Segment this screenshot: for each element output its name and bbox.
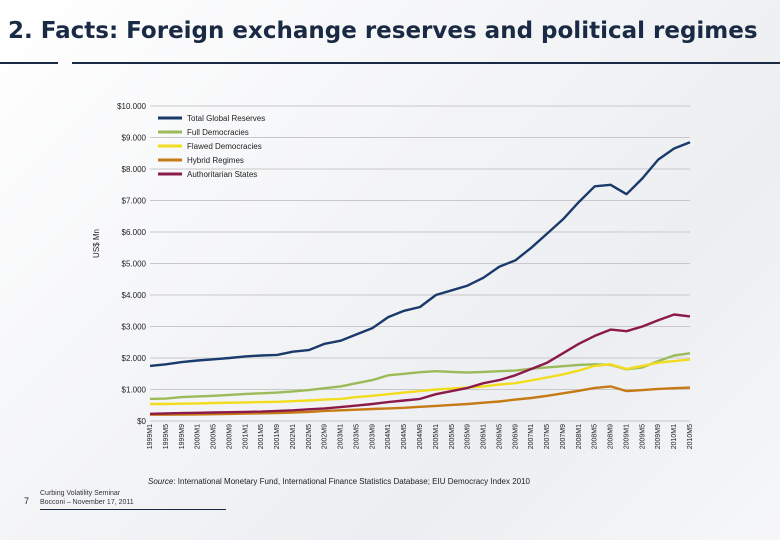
x-tick-label: 2000M1	[195, 424, 202, 449]
x-tick-label: 2001M1	[242, 424, 249, 449]
legend-entry: Authoritarian States	[187, 170, 257, 179]
title-underline-right	[72, 62, 780, 64]
x-tick-label: 2010M5	[687, 424, 694, 449]
x-tick-label: 2009M1	[623, 424, 630, 449]
series-line	[150, 358, 691, 406]
x-tick-label: 2006M1	[481, 424, 488, 449]
source-text: : International Monetary Fund, Internati…	[173, 477, 530, 486]
x-tick-label: 2008M9	[608, 424, 615, 449]
y-tick-label: $2.000	[122, 354, 147, 363]
y-tick-label: $7.000	[122, 197, 147, 206]
x-tick-label: 2005M9	[465, 424, 472, 449]
footer-venue-date: Bocconi – November 17, 2011	[40, 499, 134, 506]
legend-entry: Total Global Reserves	[187, 114, 265, 123]
x-tick-label: 2007M5	[544, 424, 551, 449]
x-tick-labels: 1999M1 1999M5 1999M9 2000M1 2000M5 2000M9 2001…	[147, 424, 694, 449]
x-tick-label: 2000M5	[211, 424, 218, 449]
x-tick-label: 2010M1	[671, 424, 678, 449]
x-tick-label: 2007M9	[560, 424, 567, 449]
x-tick-label: 2005M5	[449, 424, 456, 449]
x-tick-label: 1999M5	[163, 424, 170, 449]
series-line	[149, 313, 691, 415]
x-tick-label: 2002M1	[290, 424, 297, 449]
legend: Total Global Reserves Full Democracies Fla…	[158, 114, 265, 179]
x-tick-label: 1999M9	[179, 424, 186, 449]
x-tick-label: 2006M5	[496, 424, 503, 449]
x-tick-label: 2004M1	[385, 424, 392, 449]
y-axis-label: US$ Mn	[92, 229, 101, 258]
series-line	[150, 385, 691, 416]
series-line	[149, 141, 691, 368]
y-tick-label: $1.000	[122, 386, 147, 395]
x-tick-label: 2001M9	[274, 424, 281, 449]
page-number: 7	[24, 496, 30, 506]
x-tick-label: 2009M5	[639, 424, 646, 449]
footer-rule	[40, 509, 226, 510]
x-tick-label: 1999M1	[147, 424, 154, 449]
y-tick-label: $3.000	[122, 323, 147, 332]
x-tick-label: 2008M1	[576, 424, 583, 449]
y-tick-labels: $0 $1.000 $2.000 $3.000 $4.000 $5.000 $6.000 $7…	[117, 102, 146, 426]
x-tick-label: 2007M1	[528, 424, 535, 449]
legend-entry: Flawed Democracies	[187, 142, 262, 151]
y-tick-label: $9.000	[122, 134, 147, 143]
source-label: Source	[148, 477, 174, 486]
legend-entry: Full Democracies	[187, 128, 249, 137]
footer: Curbing Volatility Seminar Bocconi – Nov…	[40, 489, 134, 507]
x-tick-label: 2008M5	[592, 424, 599, 449]
grid-lines	[150, 105, 690, 422]
x-tick-label: 2009M9	[655, 424, 662, 449]
title-underline-left	[0, 62, 58, 64]
x-tick-label: 2002M5	[306, 424, 313, 449]
source-note: Source: International Monetary Fund, Int…	[148, 477, 530, 486]
slide-title: 2. Facts: Foreign exchange reserves and …	[8, 18, 758, 44]
x-tick-label: 2003M5	[353, 424, 360, 449]
y-tick-label: $10.000	[117, 102, 146, 111]
x-tick-label: 2002M9	[322, 424, 329, 449]
x-tick-label: 2004M5	[401, 424, 408, 449]
y-tick-label: $4.000	[122, 291, 147, 300]
y-tick-label: $8.000	[122, 165, 147, 174]
x-tick-label: 2006M9	[512, 424, 519, 449]
y-tick-label: $5.000	[122, 260, 147, 269]
x-tick-label: 2001M5	[258, 424, 265, 449]
series-lines	[149, 141, 691, 416]
x-tick-label: 2004M9	[417, 424, 424, 449]
x-tick-label: 2003M1	[338, 424, 345, 449]
y-tick-label: $6.000	[122, 228, 147, 237]
x-tick-label: 2000M9	[226, 424, 233, 449]
x-tick-label: 2003M9	[369, 424, 376, 449]
legend-entry: Hybrid Regimes	[187, 156, 244, 165]
y-tick-label: $0	[137, 417, 146, 426]
footer-seminar: Curbing Volatility Seminar	[40, 490, 121, 497]
x-tick-label: 2005M1	[433, 424, 440, 449]
